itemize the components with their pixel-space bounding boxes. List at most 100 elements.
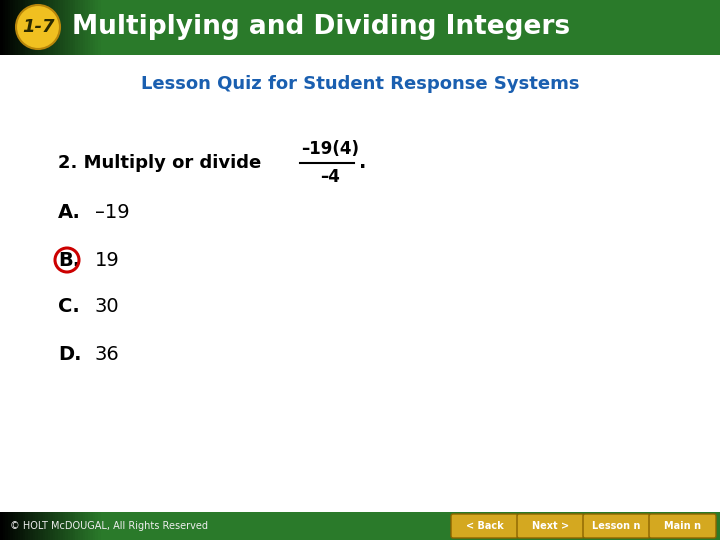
FancyBboxPatch shape [10, 512, 14, 540]
FancyBboxPatch shape [42, 512, 46, 540]
FancyBboxPatch shape [68, 0, 71, 55]
FancyBboxPatch shape [73, 0, 76, 55]
FancyBboxPatch shape [30, 0, 34, 55]
FancyBboxPatch shape [5, 0, 9, 55]
FancyBboxPatch shape [25, 512, 29, 540]
FancyBboxPatch shape [63, 512, 66, 540]
FancyBboxPatch shape [12, 512, 16, 540]
Text: © HOLT McDOUGAL, All Rights Reserved: © HOLT McDOUGAL, All Rights Reserved [10, 521, 208, 531]
FancyBboxPatch shape [517, 514, 584, 538]
FancyBboxPatch shape [27, 512, 31, 540]
FancyBboxPatch shape [2, 512, 6, 540]
Circle shape [16, 5, 60, 49]
FancyBboxPatch shape [80, 0, 84, 55]
FancyBboxPatch shape [97, 0, 101, 55]
Text: 36: 36 [95, 345, 120, 363]
FancyBboxPatch shape [20, 512, 24, 540]
FancyBboxPatch shape [45, 0, 48, 55]
FancyBboxPatch shape [32, 0, 36, 55]
FancyBboxPatch shape [70, 512, 73, 540]
FancyBboxPatch shape [88, 0, 91, 55]
FancyBboxPatch shape [58, 0, 61, 55]
FancyBboxPatch shape [60, 0, 63, 55]
FancyBboxPatch shape [90, 512, 94, 540]
FancyBboxPatch shape [85, 512, 89, 540]
FancyBboxPatch shape [50, 0, 53, 55]
FancyBboxPatch shape [5, 512, 9, 540]
FancyBboxPatch shape [78, 0, 81, 55]
Text: C.: C. [58, 298, 80, 316]
FancyBboxPatch shape [0, 0, 4, 55]
FancyBboxPatch shape [15, 512, 19, 540]
FancyBboxPatch shape [25, 0, 29, 55]
FancyBboxPatch shape [88, 512, 91, 540]
FancyBboxPatch shape [55, 0, 58, 55]
FancyBboxPatch shape [53, 512, 56, 540]
FancyBboxPatch shape [80, 512, 84, 540]
FancyBboxPatch shape [55, 512, 58, 540]
FancyBboxPatch shape [75, 512, 78, 540]
FancyBboxPatch shape [7, 0, 11, 55]
Text: Lesson n: Lesson n [593, 521, 641, 531]
FancyBboxPatch shape [50, 512, 53, 540]
FancyBboxPatch shape [27, 0, 31, 55]
FancyBboxPatch shape [0, 512, 720, 540]
Text: 1-7: 1-7 [22, 18, 54, 36]
FancyBboxPatch shape [95, 0, 99, 55]
FancyBboxPatch shape [20, 0, 24, 55]
Text: –19(4): –19(4) [301, 140, 359, 158]
FancyBboxPatch shape [78, 512, 81, 540]
FancyBboxPatch shape [53, 0, 56, 55]
FancyBboxPatch shape [12, 0, 16, 55]
FancyBboxPatch shape [15, 0, 19, 55]
FancyBboxPatch shape [48, 0, 51, 55]
FancyBboxPatch shape [92, 0, 96, 55]
Text: Next >: Next > [532, 521, 569, 531]
FancyBboxPatch shape [583, 514, 650, 538]
FancyBboxPatch shape [0, 0, 90, 55]
FancyBboxPatch shape [92, 512, 96, 540]
FancyBboxPatch shape [35, 512, 38, 540]
FancyBboxPatch shape [7, 512, 11, 540]
FancyBboxPatch shape [17, 0, 21, 55]
FancyBboxPatch shape [17, 512, 21, 540]
FancyBboxPatch shape [32, 512, 36, 540]
FancyBboxPatch shape [40, 0, 43, 55]
FancyBboxPatch shape [58, 512, 61, 540]
FancyBboxPatch shape [22, 512, 26, 540]
FancyBboxPatch shape [68, 512, 71, 540]
Text: A.: A. [58, 204, 81, 222]
Text: .: . [359, 153, 366, 172]
FancyBboxPatch shape [0, 0, 720, 55]
FancyBboxPatch shape [85, 0, 89, 55]
Text: 19: 19 [95, 251, 120, 269]
FancyBboxPatch shape [45, 512, 48, 540]
Text: 2. Multiply or divide: 2. Multiply or divide [58, 154, 261, 172]
FancyBboxPatch shape [0, 512, 4, 540]
Text: Main n: Main n [664, 521, 701, 531]
FancyBboxPatch shape [97, 512, 101, 540]
FancyBboxPatch shape [73, 512, 76, 540]
Text: Multiplying and Dividing Integers: Multiplying and Dividing Integers [72, 14, 570, 40]
FancyBboxPatch shape [60, 512, 63, 540]
FancyBboxPatch shape [37, 0, 41, 55]
FancyBboxPatch shape [48, 512, 51, 540]
FancyBboxPatch shape [22, 0, 26, 55]
FancyBboxPatch shape [75, 0, 78, 55]
FancyBboxPatch shape [95, 512, 99, 540]
FancyBboxPatch shape [83, 0, 86, 55]
FancyBboxPatch shape [42, 0, 46, 55]
Text: B.: B. [58, 251, 80, 269]
FancyBboxPatch shape [65, 0, 68, 55]
FancyBboxPatch shape [2, 0, 6, 55]
FancyBboxPatch shape [83, 512, 86, 540]
FancyBboxPatch shape [10, 0, 14, 55]
FancyBboxPatch shape [65, 512, 68, 540]
FancyBboxPatch shape [40, 512, 43, 540]
FancyBboxPatch shape [35, 0, 38, 55]
Text: –19: –19 [95, 204, 130, 222]
FancyBboxPatch shape [63, 0, 66, 55]
FancyBboxPatch shape [30, 512, 34, 540]
Text: 30: 30 [95, 298, 120, 316]
Text: D.: D. [58, 345, 81, 363]
